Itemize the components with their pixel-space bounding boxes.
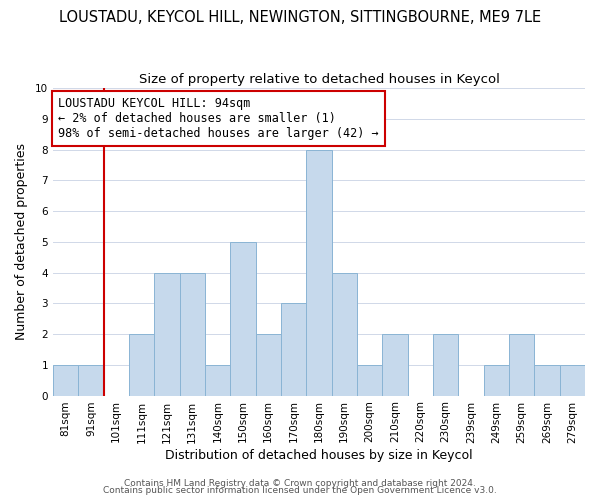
Text: Contains HM Land Registry data © Crown copyright and database right 2024.: Contains HM Land Registry data © Crown c… — [124, 478, 476, 488]
Text: LOUSTADU KEYCOL HILL: 94sqm
← 2% of detached houses are smaller (1)
98% of semi-: LOUSTADU KEYCOL HILL: 94sqm ← 2% of deta… — [58, 98, 379, 140]
Bar — [154, 272, 179, 396]
Bar — [357, 365, 382, 396]
Bar — [484, 365, 509, 396]
Bar — [53, 365, 78, 396]
Bar — [78, 365, 104, 396]
Bar — [560, 365, 585, 396]
Title: Size of property relative to detached houses in Keycol: Size of property relative to detached ho… — [139, 72, 499, 86]
Text: Contains public sector information licensed under the Open Government Licence v3: Contains public sector information licen… — [103, 486, 497, 495]
Bar — [256, 334, 281, 396]
Bar — [179, 272, 205, 396]
Bar — [281, 304, 306, 396]
Bar — [230, 242, 256, 396]
Text: LOUSTADU, KEYCOL HILL, NEWINGTON, SITTINGBOURNE, ME9 7LE: LOUSTADU, KEYCOL HILL, NEWINGTON, SITTIN… — [59, 10, 541, 25]
Bar — [332, 272, 357, 396]
Y-axis label: Number of detached properties: Number of detached properties — [15, 144, 28, 340]
Bar — [382, 334, 407, 396]
X-axis label: Distribution of detached houses by size in Keycol: Distribution of detached houses by size … — [165, 450, 473, 462]
Bar — [433, 334, 458, 396]
Bar — [306, 150, 332, 396]
Bar — [509, 334, 535, 396]
Bar — [535, 365, 560, 396]
Bar — [129, 334, 154, 396]
Bar — [205, 365, 230, 396]
